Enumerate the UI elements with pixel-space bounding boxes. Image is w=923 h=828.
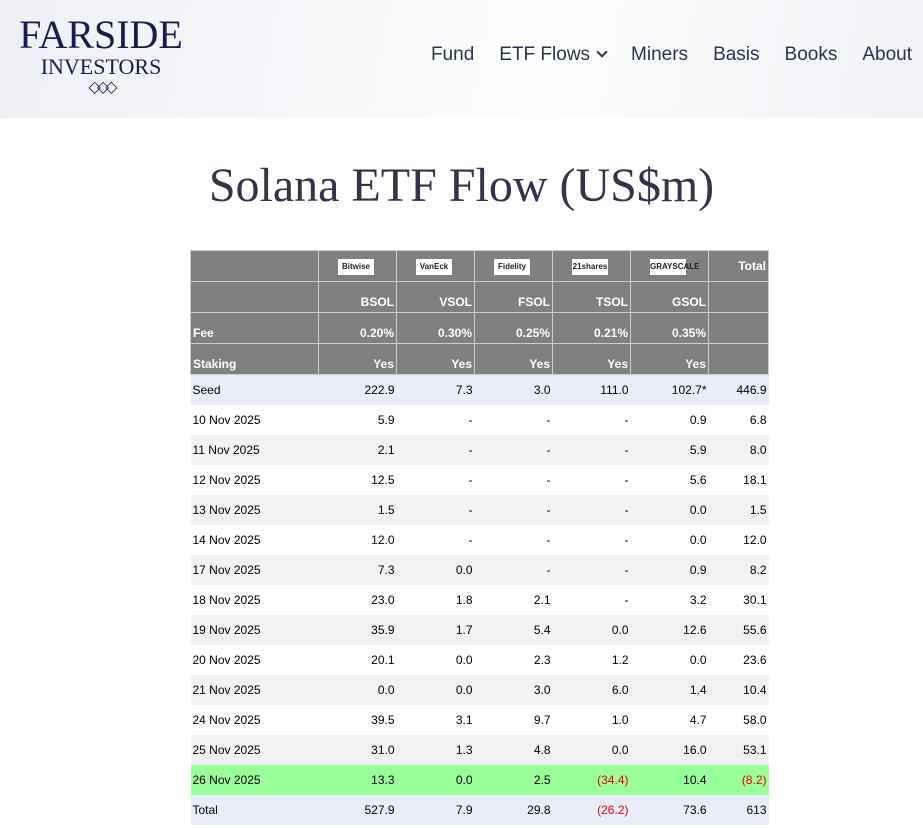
issuer-logo[interactable]: 21shares [572,258,608,275]
fee-row: Fee 0.20% 0.30% 0.25% 0.21% 0.35% [190,312,769,344]
diamond-logo-icon: ◇◇◇ [88,79,118,96]
chevron-down-icon[interactable] [596,46,608,58]
table-row: 20 Nov 2025 20.1 0.0 2.3 1.2 0.0 23.6 [190,644,769,675]
table-row: Seed 222.9 7.3 3.0 111.0 102.7* 446.9 [190,374,769,405]
table-row: 25 Nov 2025 31.0 1.3 4.8 0.0 16.0 53.1 [190,734,769,765]
table-row: 12 Nov 2025 12.5- - -5.6 18.1 [190,464,769,495]
issuer-logo[interactable]: Fidelity [494,258,530,275]
ticker-header: FSOL [474,281,553,313]
table-row: 14 Nov 2025 12.0- - -0.0 12.0 [190,524,769,555]
ticker-row: BSOL VSOL FSOL TSOL GSOL [190,281,769,313]
issuer-logo[interactable]: GRAYSCALE [650,258,700,275]
staking-row: Staking Yes Yes Yes Yes Yes [190,343,769,375]
nav-basis[interactable]: Basis [713,44,760,65]
table-row: 11 Nov 2025 2.1- - -5.9 8.0 [190,434,769,465]
issuer-row: Bitwise VanEck Fidelity 21shares GRAYSCALE To… [190,250,769,282]
table-row: 26 Nov 2025 13.3 0.0 2.5 (34.4) 10.4 (8.2) [190,764,769,795]
issuer-logo[interactable]: Bitwise [338,258,374,275]
total-header: Total [708,250,769,282]
nav-books[interactable]: Books [784,44,838,65]
ticker-header: VSOL [396,281,475,313]
site-header: FARSIDE INVESTORS ◇◇◇ Fund ETF Flows Miner… [0,0,923,118]
table-row: 13 Nov 2025 1.5- - -0.0 1.5 [190,494,769,525]
ticker-header: TSOL [552,281,631,313]
nav-etf-flows[interactable]: ETF Flows [499,44,608,66]
nav-about[interactable]: About [862,44,912,65]
table-row: 19 Nov 2025 35.9 1.7 5.4 0.0 12.6 55.6 [190,614,769,645]
page-title: Solana ETF Flow (US$m) [208,159,715,212]
nav-miners[interactable]: Miners [631,44,689,65]
main-nav: Fund ETF Flows Miners Basis Books About [431,44,912,66]
ticker-header: GSOL [630,281,709,313]
table-row: 21 Nov 2025 0.0 0.0 3.0 6.0 1.4 10.4 [190,674,769,705]
ticker-header: BSOL [318,281,397,313]
table-row: 24 Nov 2025 39.5 3.1 9.7 1.0 4.7 58.0 [190,704,769,735]
table-row: 18 Nov 2025 23.0 1.8 2.1-3.2 30.1 [190,584,769,615]
issuer-logo[interactable]: VanEck [416,258,452,275]
table-row: 17 Nov 2025 7.3 0.0- -0.9 8.2 [190,554,769,585]
farside-logo[interactable]: FARSIDE INVESTORS ◇◇◇ [19,12,183,97]
table-row: 10 Nov 2025 5.9- - -0.9 6.8 [190,404,769,435]
flow-table: Bitwise VanEck Fidelity 21shares GRAYSCALE To… [190,250,769,825]
nav-fund[interactable]: Fund [430,44,475,65]
total-row: Total 527.9 7.9 29.8 (26.2) 73.6 613 [190,794,769,825]
